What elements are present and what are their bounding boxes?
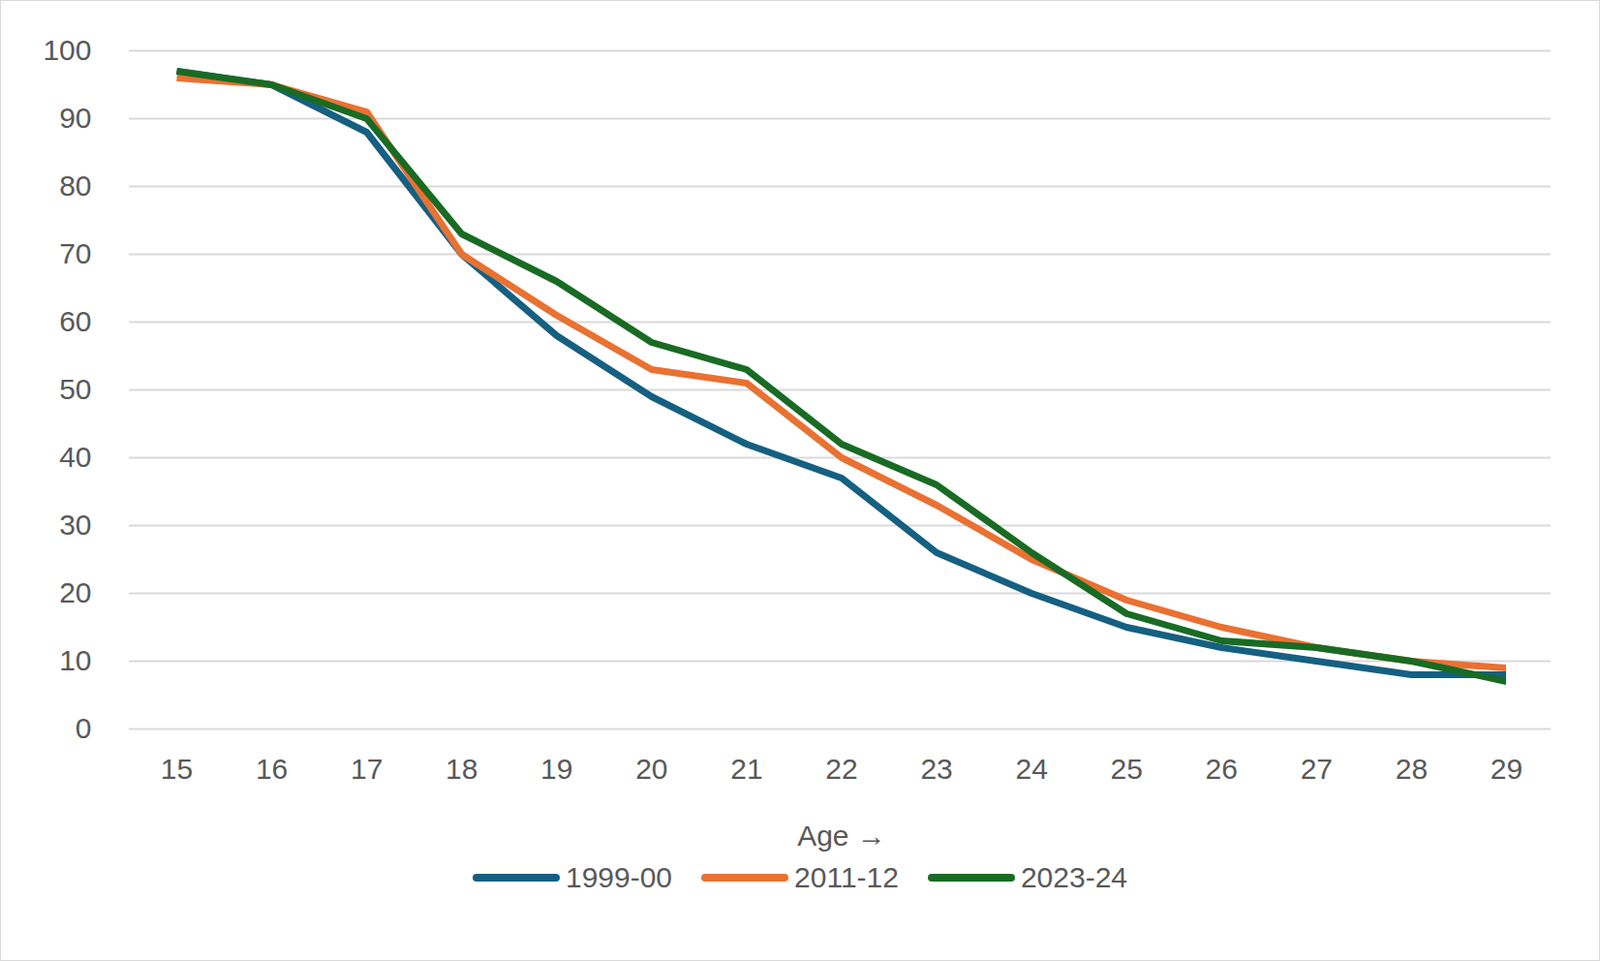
svg-text:60: 60 [59, 305, 92, 338]
svg-text:18: 18 [445, 752, 478, 785]
html-text:2023-24: 2023-24 [1020, 861, 1128, 893]
svg-text:21: 21 [730, 752, 763, 785]
svg-text:16: 16 [255, 752, 288, 785]
svg-text:28: 28 [1395, 752, 1428, 785]
svg-text:23: 23 [920, 752, 953, 785]
svg-text:20: 20 [635, 752, 668, 785]
svg-text:90: 90 [59, 101, 92, 134]
svg-text:29: 29 [1490, 752, 1523, 785]
svg-text:Age →: Age → [797, 819, 887, 852]
svg-text:100: 100 [42, 33, 92, 66]
svg-text:22: 22 [825, 752, 858, 785]
svg-text:26: 26 [1205, 752, 1238, 785]
svg-text:25: 25 [1110, 752, 1143, 785]
svg-text:19: 19 [540, 752, 573, 785]
svg-text:15: 15 [160, 752, 193, 785]
svg-text:17: 17 [350, 752, 383, 785]
svg-text:10: 10 [59, 644, 92, 677]
svg-text:24: 24 [1015, 752, 1047, 785]
svg-text:70: 70 [59, 237, 92, 270]
svg-text:20: 20 [59, 576, 92, 609]
svg-text:40: 40 [59, 440, 92, 473]
svg-text:50: 50 [59, 372, 92, 405]
html-text:1999-00: 1999-00 [565, 861, 673, 893]
svg-text:80: 80 [59, 169, 92, 202]
svg-text:27: 27 [1300, 752, 1333, 785]
html-text:2011-12: 2011-12 [794, 861, 899, 893]
svg-text:30: 30 [59, 508, 92, 541]
svg-text:0: 0 [75, 711, 93, 744]
